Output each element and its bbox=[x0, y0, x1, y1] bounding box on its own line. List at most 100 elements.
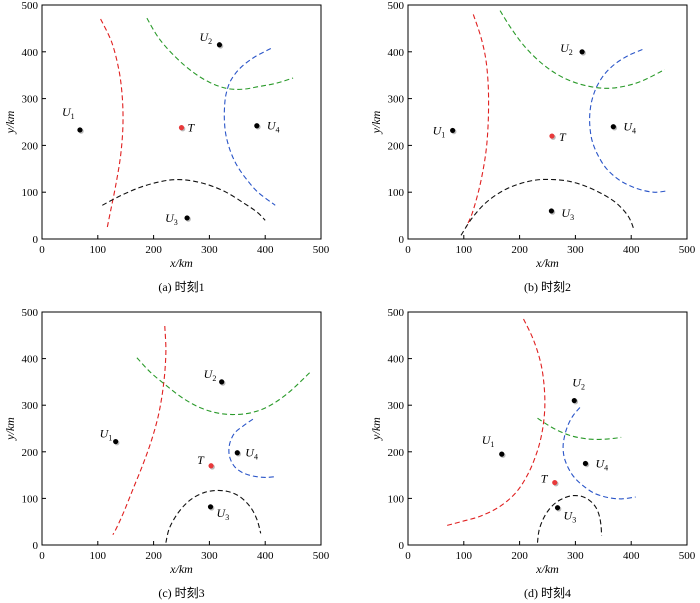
y-tick-label: 500 bbox=[22, 307, 39, 319]
point-label-U3: U3 bbox=[217, 506, 230, 522]
point-label-T: T bbox=[197, 453, 205, 467]
y-tick-label: 300 bbox=[22, 94, 39, 106]
x-tick-label: 200 bbox=[511, 550, 528, 562]
y-tick-label: 200 bbox=[388, 447, 405, 459]
x-tick-label: 500 bbox=[313, 550, 330, 562]
y-axis-label: y/km bbox=[3, 110, 17, 134]
blue-hyperbola-curve bbox=[589, 48, 668, 193]
chart-panel-2: 0 100 200 300 400 500 0 100 200 300 400 500 x/km y/km… bbox=[369, 0, 696, 294]
point-label-U2: U2 bbox=[572, 376, 585, 392]
y-tick-label: 0 bbox=[33, 234, 39, 246]
y-tick-label: 200 bbox=[22, 140, 39, 152]
y-axis-label: y/km bbox=[3, 417, 17, 441]
red-hyperbola-curve bbox=[112, 325, 167, 535]
x-tick-label: 100 bbox=[456, 550, 473, 562]
point-label-subscript: 2 bbox=[569, 48, 573, 57]
y-tick-label: 300 bbox=[22, 400, 39, 412]
point-U3 bbox=[207, 504, 214, 510]
chart-panel-4: 0 100 200 300 400 500 0 100 200 300 400 500 x/km y/km… bbox=[369, 307, 696, 600]
point-U3 bbox=[548, 208, 555, 214]
red-hyperbola-curve bbox=[446, 318, 546, 526]
point-label-subscript: 1 bbox=[71, 112, 75, 121]
x-tick-label: 0 bbox=[405, 244, 411, 256]
point-label-U3: U3 bbox=[561, 206, 574, 222]
point-label-U1: U1 bbox=[433, 123, 446, 139]
point-label-subscript: 3 bbox=[225, 513, 229, 522]
y-tick-label: 0 bbox=[399, 234, 405, 246]
chart-panel-3: 0 100 200 300 400 500 0 100 200 300 400 500 x/km y/km… bbox=[3, 307, 330, 600]
point-label-subscript: 1 bbox=[108, 434, 112, 443]
plot-frame bbox=[41, 4, 322, 240]
y-tick-label: 400 bbox=[388, 47, 405, 59]
green-hyperbola-curve bbox=[146, 17, 294, 90]
point-label-T: T bbox=[559, 130, 567, 144]
y-axis-label: y/km bbox=[369, 417, 383, 441]
x-tick-label: 300 bbox=[567, 550, 584, 562]
panel-caption: (b) 时刻2 bbox=[524, 280, 571, 294]
plot-frame bbox=[407, 311, 688, 546]
y-tick-label: 100 bbox=[22, 493, 39, 505]
blue-hyperbola-curve bbox=[562, 407, 636, 500]
point-label-U4: U4 bbox=[267, 119, 280, 135]
x-tick-label: 500 bbox=[313, 244, 330, 256]
x-tick-label: 0 bbox=[405, 550, 411, 562]
green-hyperbola-curve bbox=[499, 10, 665, 89]
x-tick-label: 200 bbox=[145, 550, 162, 562]
y-tick-label: 300 bbox=[388, 94, 405, 106]
x-tick-label: 400 bbox=[623, 244, 640, 256]
point-label-subscript: 4 bbox=[604, 463, 608, 472]
point-label-subscript: 4 bbox=[632, 127, 636, 136]
point-T bbox=[549, 133, 555, 139]
x-tick-label: 100 bbox=[90, 244, 107, 256]
x-tick-label: 400 bbox=[623, 550, 640, 562]
y-tick-label: 500 bbox=[388, 307, 405, 319]
green-hyperbola-curve bbox=[537, 417, 622, 440]
x-axis-label: x/km bbox=[535, 256, 559, 270]
point-U4 bbox=[254, 123, 260, 129]
x-axis-label: x/km bbox=[169, 256, 193, 270]
point-label-U1: U1 bbox=[62, 105, 75, 121]
point-label-U2: U2 bbox=[199, 30, 212, 46]
black-hyperbola-curve bbox=[536, 495, 603, 543]
point-label-subscript: 3 bbox=[570, 213, 574, 222]
red-hyperbola-curve bbox=[100, 18, 124, 228]
x-tick-label: 200 bbox=[145, 244, 162, 256]
y-tick-label: 400 bbox=[388, 354, 405, 366]
point-T bbox=[208, 463, 214, 469]
x-tick-label: 300 bbox=[567, 244, 584, 256]
point-T bbox=[552, 479, 558, 486]
point-U2 bbox=[216, 42, 223, 48]
point-U4 bbox=[610, 124, 616, 130]
x-tick-label: 200 bbox=[511, 244, 528, 256]
plot-frame bbox=[41, 311, 322, 546]
black-hyperbola-curve bbox=[102, 179, 266, 221]
point-U2 bbox=[219, 379, 225, 385]
point-U1 bbox=[450, 127, 456, 134]
point-U4 bbox=[582, 460, 589, 467]
y-tick-label: 200 bbox=[22, 447, 39, 459]
point-T bbox=[178, 125, 185, 131]
point-label-subscript: 1 bbox=[441, 130, 445, 139]
point-label-U2: U2 bbox=[204, 367, 217, 383]
y-tick-label: 500 bbox=[388, 0, 405, 12]
y-axis-label: y/km bbox=[369, 110, 383, 134]
point-U3 bbox=[184, 215, 190, 221]
point-label-subscript: 2 bbox=[581, 383, 585, 392]
point-label-U4: U4 bbox=[245, 446, 258, 462]
y-tick-label: 400 bbox=[22, 47, 39, 59]
y-tick-label: 200 bbox=[388, 140, 405, 152]
x-tick-label: 0 bbox=[39, 244, 45, 256]
panel-caption: (a) 时刻1 bbox=[158, 280, 204, 294]
point-label-U3: U3 bbox=[165, 211, 178, 227]
x-tick-label: 400 bbox=[257, 550, 274, 562]
point-U2 bbox=[571, 397, 577, 404]
x-tick-label: 300 bbox=[201, 550, 218, 562]
point-label-T: T bbox=[188, 121, 196, 135]
y-tick-label: 300 bbox=[388, 400, 405, 412]
y-tick-label: 0 bbox=[33, 540, 39, 552]
blue-hyperbola-curve bbox=[228, 418, 277, 478]
x-axis-label: x/km bbox=[535, 562, 559, 576]
x-axis-label: x/km bbox=[169, 562, 193, 576]
y-tick-label: 100 bbox=[388, 493, 405, 505]
